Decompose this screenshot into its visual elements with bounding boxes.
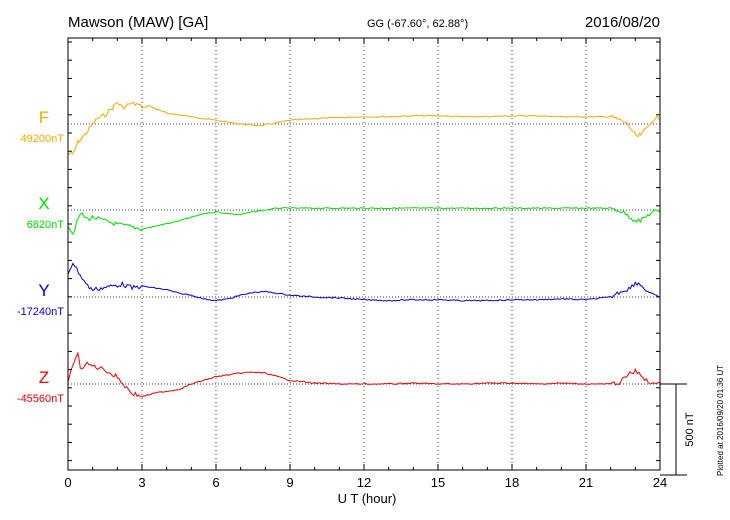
coordinates-label: GG (-67.60°, 62.88°) <box>367 18 468 30</box>
baseline-label-x: 6820nT <box>27 219 65 231</box>
series-line-x <box>67 207 661 235</box>
x-tick-label: 6 <box>212 475 219 490</box>
x-tick-label: 12 <box>357 475 371 490</box>
scale-bar: 500 nT <box>660 383 696 476</box>
date-label: 2016/08/20 <box>585 14 660 31</box>
x-tick-label: 15 <box>431 475 445 490</box>
station-title: Mawson (MAW) [GA] <box>68 14 208 31</box>
series-name-x: X <box>38 194 49 213</box>
series-line-f <box>67 101 661 155</box>
x-axis-label: U T (hour) <box>338 491 397 506</box>
x-tick-label: 9 <box>286 475 293 490</box>
baseline-label-f: 49200nT <box>21 133 65 145</box>
series-name-z: Z <box>39 368 49 387</box>
grid-lines <box>141 38 587 470</box>
x-tick-label: 18 <box>505 475 519 490</box>
plotted-at-note: Plotted at 2016/09/20 01:36 UT <box>716 365 725 476</box>
series-line-y <box>67 262 661 302</box>
x-tick-label: 24 <box>653 475 667 490</box>
x-tick-labels: 0 3 6 9 12 15 18 21 24 <box>64 475 667 490</box>
series-name-y: Y <box>38 281 49 300</box>
baseline-label-y: -17240nT <box>17 306 64 318</box>
series-labels: F 49200nT X 6820nT Y -17240nT Z -45560nT <box>17 108 64 405</box>
baseline-label-z: -45560nT <box>17 393 64 405</box>
x-tick-label: 0 <box>64 475 71 490</box>
x-tick-label: 3 <box>138 475 145 490</box>
series-line-z <box>67 351 661 398</box>
scale-bar-label: 500 nT <box>684 412 696 447</box>
series-name-f: F <box>39 108 49 127</box>
series-lines <box>67 101 661 398</box>
plot-frame <box>67 37 661 471</box>
x-tick-label: 21 <box>579 475 593 490</box>
